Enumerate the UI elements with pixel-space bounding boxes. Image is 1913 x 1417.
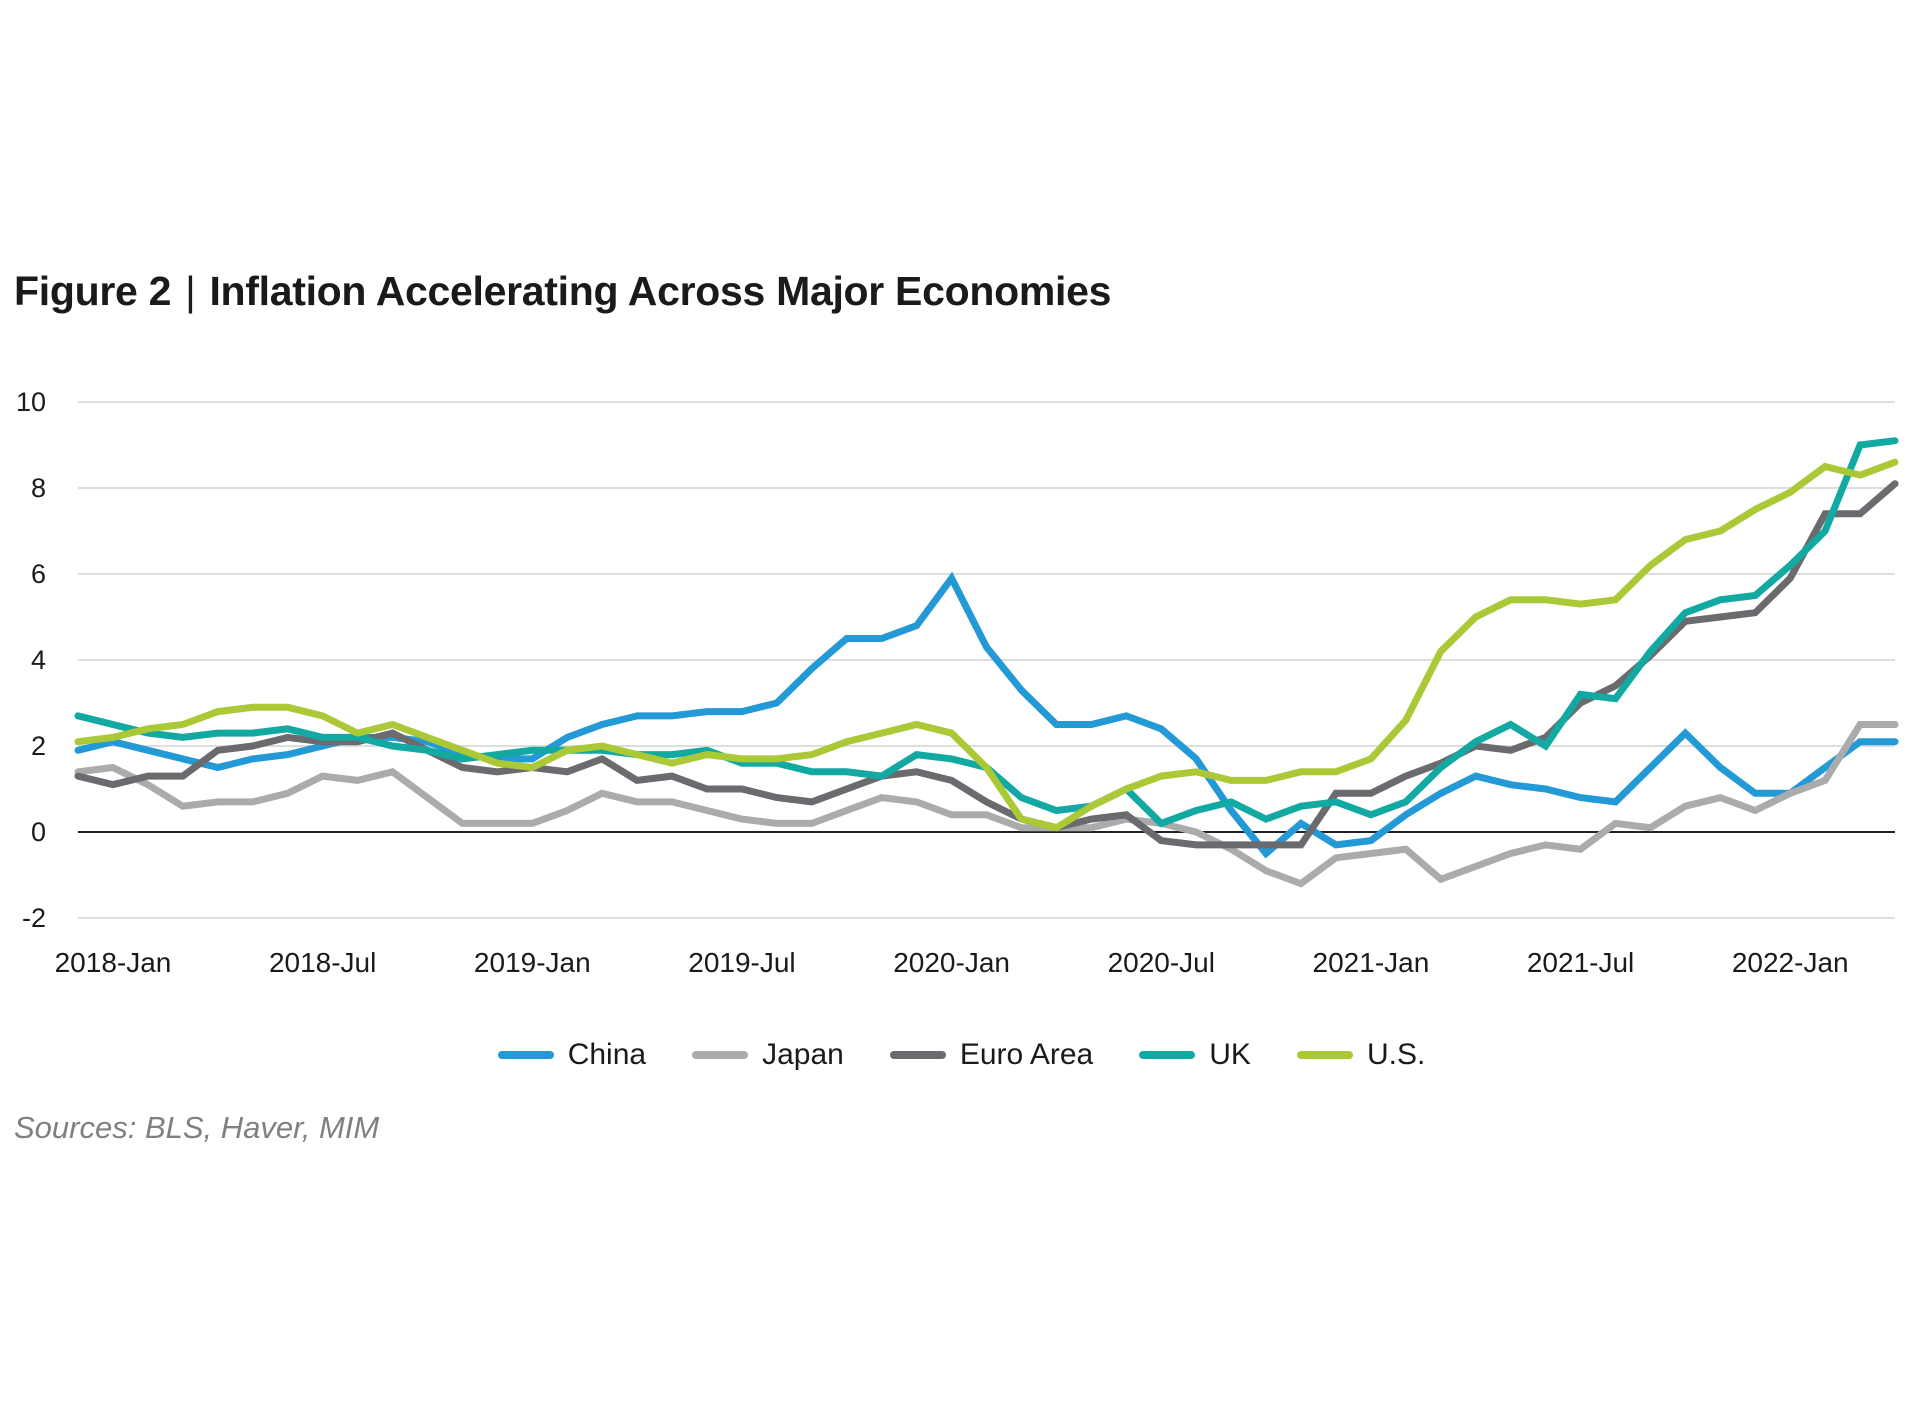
line-chart: 10 8 6 4 2 0 -2 2018-Jan 2018-Jul 2019-Jan 2019-J… [16, 387, 1899, 978]
source-note: Sources: BLS, Haver, MIM [14, 1110, 380, 1145]
x-tick-label: 2020-Jan [893, 947, 1010, 978]
legend-item: Japan [692, 1038, 844, 1072]
legend-label: Euro Area [959, 1038, 1094, 1071]
legend-swatch [692, 1051, 749, 1059]
y-axis-ticks: 10 8 6 4 2 0 -2 [16, 387, 46, 933]
chart-title: Figure 2 | Inflation Accelerating Across M… [14, 268, 1111, 315]
y-tick-label: 0 [31, 817, 46, 847]
y-tick-label: 6 [31, 559, 46, 589]
legend-label: Japan [762, 1038, 844, 1071]
legend-item: China [497, 1038, 647, 1072]
legend-item: Euro Area [889, 1038, 1094, 1072]
y-tick-label: 2 [31, 731, 46, 761]
title-separator: | [185, 268, 196, 314]
x-tick-label: 2018-Jan [55, 947, 172, 978]
series-line-u-s [74, 458, 1899, 832]
legend-label: UK [1209, 1038, 1251, 1071]
x-tick-label: 2021-Jul [1527, 947, 1634, 978]
legend-swatch [889, 1051, 946, 1059]
x-axis-ticks: 2018-Jan 2018-Jul 2019-Jan 2019-Jul 2020-Jan… [55, 947, 1849, 978]
legend-label: U.S. [1366, 1038, 1426, 1071]
series-line-japan [74, 721, 1899, 888]
y-tick-label: 10 [16, 387, 46, 417]
title-text: Inflation Accelerating Across Major Econ… [209, 268, 1112, 314]
legend-item: U.S. [1296, 1038, 1426, 1072]
x-tick-label: 2021-Jan [1313, 947, 1430, 978]
series-lines [74, 437, 1899, 888]
legend-label: China [567, 1038, 647, 1071]
y-tick-label: -2 [22, 903, 46, 933]
legend-swatch [1139, 1051, 1196, 1059]
y-tick-label: 8 [31, 473, 46, 503]
x-tick-label: 2018-Jul [269, 947, 376, 978]
legend-swatch [497, 1051, 554, 1059]
x-tick-label: 2020-Jul [1108, 947, 1215, 978]
legend-item: UK [1139, 1038, 1251, 1072]
y-tick-label: 4 [31, 645, 46, 675]
legend: China Japan Euro Area UK U.S. [0, 1038, 1913, 1072]
x-tick-label: 2022-Jan [1732, 947, 1849, 978]
legend-swatch [1296, 1051, 1353, 1059]
gridlines [78, 401, 1895, 919]
x-tick-label: 2019-Jan [474, 947, 591, 978]
x-tick-label: 2019-Jul [688, 947, 795, 978]
figure-label: Figure 2 [14, 268, 172, 314]
